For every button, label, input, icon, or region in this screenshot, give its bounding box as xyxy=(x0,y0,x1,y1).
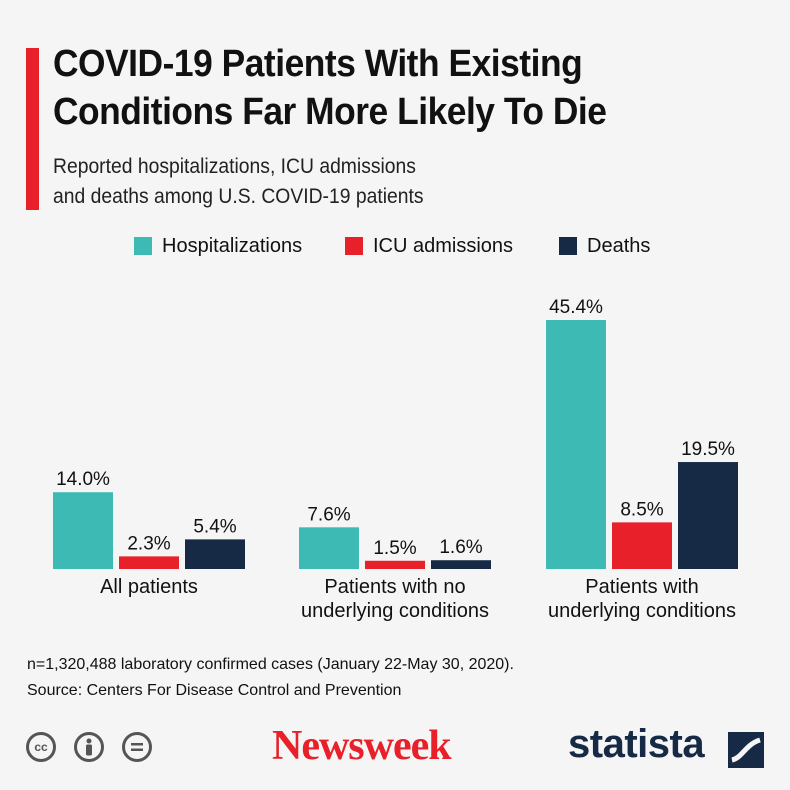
legend-swatch-hospitalizations xyxy=(134,237,152,255)
category-label-group-3-line-2: underlying conditions xyxy=(548,600,736,622)
legend-label-hospitalizations: Hospitalizations xyxy=(162,234,303,257)
legend-item-deaths: Deaths xyxy=(559,232,650,260)
bar-hospitalizations-group-1 xyxy=(53,492,113,569)
accent-bar xyxy=(26,48,39,210)
bar-deaths-group-2 xyxy=(431,560,491,569)
footer: cc Newsweek statista xyxy=(0,712,790,782)
bar-hospitalizations-group-3 xyxy=(546,320,606,569)
category-label-group-2-line-2: underlying conditions xyxy=(301,600,489,622)
category-label-group-1-line-1: All patients xyxy=(100,576,198,598)
bar-deaths-group-1 xyxy=(185,539,245,569)
no-derivatives-icon xyxy=(122,732,152,762)
footnote: n=1,320,488 laboratory confirmed cases (… xyxy=(27,656,514,673)
data-label-deaths-group-1: 5.4% xyxy=(193,516,236,537)
chart-title: COVID-19 Patients With Existing Conditio… xyxy=(53,40,704,136)
cc-icon: cc xyxy=(26,732,56,762)
legend-label-deaths: Deaths xyxy=(587,234,651,257)
bar-deaths-group-3 xyxy=(678,462,738,569)
legend-item-icu: ICU admissions xyxy=(345,232,513,260)
data-label-deaths-group-3: 19.5% xyxy=(681,439,735,460)
statista-logo-icon xyxy=(728,732,764,768)
data-label-hospitalizations-group-2: 7.6% xyxy=(307,504,350,525)
subtitle-line-1: Reported hospitalizations, ICU admission… xyxy=(53,155,416,178)
data-label-icu-group-3: 8.5% xyxy=(620,499,663,520)
title-line-1: COVID-19 Patients With Existing xyxy=(53,43,583,85)
data-label-icu-group-2: 1.5% xyxy=(373,538,416,559)
legend-swatch-deaths xyxy=(559,237,577,255)
bar-icu-group-3 xyxy=(612,522,672,569)
bar-hospitalizations-group-2 xyxy=(299,527,359,569)
category-label-group-3-line-1: Patients with xyxy=(585,576,698,598)
bar-chart: 14.0% 2.3% 5.4% All patients 7.6% 1.5% 1.6% Pat… xyxy=(53,297,738,622)
subtitle-line-2: and deaths among U.S. COVID-19 patients xyxy=(53,185,424,208)
statista-logo: statista xyxy=(568,722,705,766)
data-label-deaths-group-2: 1.6% xyxy=(439,537,482,558)
legend-label-icu: ICU admissions xyxy=(373,234,514,257)
title-line-2: Conditions Far More Likely To Die xyxy=(53,91,607,133)
attribution-icon xyxy=(74,732,104,762)
legend-swatch-icu xyxy=(345,237,363,255)
bar-icu-group-2 xyxy=(365,560,425,569)
source-note: Source: Centers For Disease Control and … xyxy=(27,682,402,699)
category-label-group-2-line-1: Patients with no xyxy=(324,576,465,598)
data-label-hospitalizations-group-1: 14.0% xyxy=(56,469,110,490)
data-label-hospitalizations-group-3: 45.4% xyxy=(549,297,603,318)
legend: Hospitalizations ICU admissions Deaths xyxy=(0,232,790,260)
legend-item-hospitalizations: Hospitalizations xyxy=(134,232,302,260)
chart-subtitle: Reported hospitalizations, ICU admission… xyxy=(53,152,697,212)
newsweek-logo: Newsweek xyxy=(272,723,452,769)
data-label-icu-group-1: 2.3% xyxy=(127,533,170,554)
bar-icu-group-1 xyxy=(119,556,179,569)
